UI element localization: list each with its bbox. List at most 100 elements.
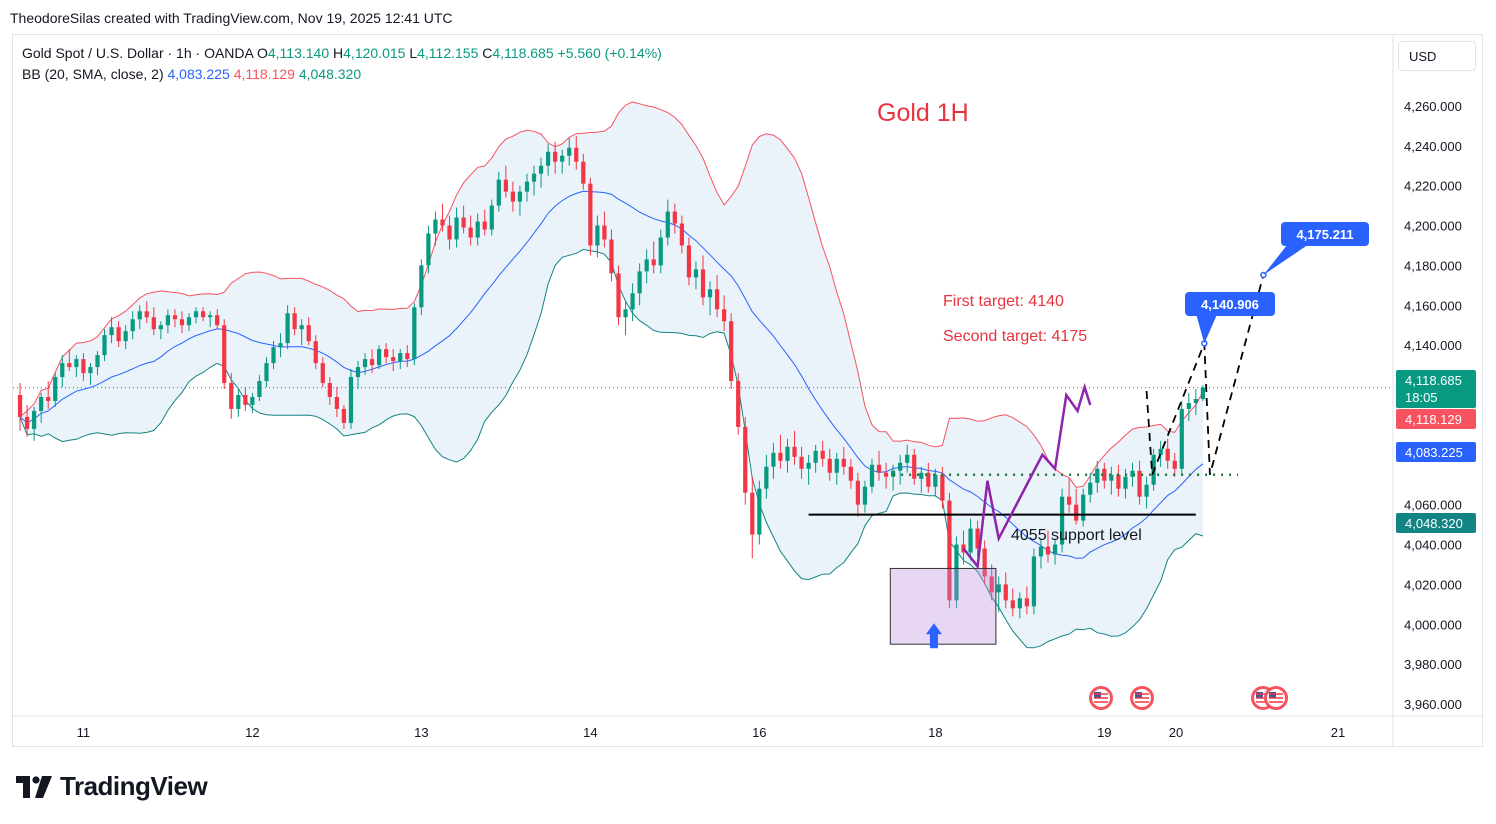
candle-body — [623, 309, 628, 318]
candle-body — [1045, 546, 1051, 555]
candle-body — [334, 396, 339, 409]
candle-body — [377, 349, 382, 366]
candle-body — [299, 325, 304, 330]
candle-body — [560, 155, 565, 162]
candle-body — [67, 363, 72, 368]
chart-title: Gold 1H — [877, 99, 969, 127]
candle-body — [820, 450, 825, 459]
indicator-name[interactable]: BB (20, SMA, close, 2) — [22, 66, 164, 82]
candle-body — [919, 472, 924, 479]
price-tag-label: 4,048.320 — [1405, 516, 1463, 531]
candle-body — [574, 147, 579, 162]
candle-body — [384, 349, 389, 358]
candle-body — [510, 191, 516, 202]
candle-body — [412, 307, 417, 360]
target-bubble-2-pointer — [1263, 240, 1315, 275]
candle-body — [545, 151, 551, 166]
candle-body — [827, 458, 832, 473]
candle-body — [722, 309, 727, 322]
candle-body — [1179, 408, 1184, 469]
event-icon-canton — [1094, 692, 1101, 698]
candle-body — [74, 359, 79, 368]
candle-body — [292, 313, 297, 330]
candle-body — [447, 225, 452, 240]
candle-body — [954, 544, 959, 601]
candle-body — [454, 217, 459, 240]
brand-name: TradingView — [60, 771, 208, 801]
candle-body — [581, 161, 586, 184]
close-value: 4,118.685 — [492, 45, 554, 61]
first-target-label: First target: 4140 — [943, 293, 1064, 310]
candle-body — [567, 147, 572, 156]
price-tick-label: 3,980.000 — [1404, 657, 1462, 672]
candle-body — [588, 183, 593, 246]
candle-body — [1116, 474, 1121, 489]
candle-body — [32, 410, 37, 429]
candle-body — [1017, 598, 1022, 609]
price-tag-bb-upper — [1396, 409, 1476, 429]
symbol-name[interactable]: Gold Spot / U.S. Dollar · 1h · OANDA — [22, 45, 254, 61]
symbol-legend: Gold Spot / U.S. Dollar · 1h · OANDA O4,… — [22, 45, 662, 61]
candle-body — [743, 426, 748, 493]
candle-body — [461, 217, 466, 228]
candle-body — [1024, 598, 1029, 607]
candle-body — [193, 311, 199, 318]
close-label: C — [482, 45, 493, 61]
candle-body — [440, 219, 445, 226]
candle-body — [419, 265, 424, 308]
candle-body — [1109, 474, 1114, 481]
candle-body — [926, 472, 931, 487]
candle-body — [88, 367, 93, 374]
indicator-legend: BB (20, SMA, close, 2) 4,083.225 4,118.1… — [22, 66, 361, 82]
highlight-box — [889, 567, 997, 645]
candle-body — [405, 353, 410, 360]
candle-body — [1052, 544, 1058, 555]
candle-body — [1165, 448, 1170, 461]
target-bubble-1-pointer — [1195, 310, 1219, 344]
candle-body — [679, 223, 684, 246]
candle-body — [616, 273, 621, 318]
us-flag-event-icon — [1264, 686, 1288, 710]
candle-body — [785, 446, 790, 461]
candle-body — [39, 396, 44, 411]
candle-body — [1172, 460, 1177, 469]
support-level-label: 4055 support level — [1011, 527, 1142, 544]
bb-lower-value: 4,048.320 — [298, 66, 362, 82]
candle-body — [813, 450, 818, 463]
low-label: L — [409, 45, 418, 61]
candle-body — [123, 331, 128, 342]
candle-body — [1003, 584, 1008, 601]
candle-body — [362, 359, 368, 368]
candle-body — [1193, 398, 1198, 403]
target-bubble-2-label: 4,175.211 — [1296, 227, 1353, 242]
candle-body — [757, 488, 762, 535]
price-tick-label: 4,140.000 — [1404, 338, 1462, 353]
candle-body — [1081, 494, 1086, 521]
buy-arrow-icon — [925, 623, 942, 649]
candle-body — [229, 383, 234, 409]
time-tick-label: 18 — [928, 725, 942, 740]
candle-body — [876, 464, 882, 473]
candle-body — [602, 225, 607, 240]
time-tick-label: 16 — [752, 725, 766, 740]
candle-body — [764, 466, 769, 489]
candle-body — [355, 367, 361, 378]
change-value: +5.560 (+0.14%) — [557, 45, 662, 61]
candle-body — [729, 321, 734, 382]
candle-body — [1144, 484, 1149, 497]
price-tick-label: 4,040.000 — [1404, 538, 1462, 553]
candle-body — [975, 528, 980, 549]
candle-body — [982, 548, 987, 577]
candle-body — [771, 452, 776, 467]
candle-body — [848, 466, 853, 481]
candle-body — [172, 315, 178, 320]
currency-button[interactable]: USD — [1398, 41, 1476, 71]
candle-body — [538, 165, 544, 174]
price-tag-bb-lower — [1396, 513, 1476, 533]
candle-body — [130, 319, 135, 332]
brand-footer[interactable]: TradingView — [16, 771, 208, 802]
price-tag-label: 4,118.129 — [1405, 412, 1462, 427]
candle-body — [482, 221, 487, 230]
candle-body — [1088, 482, 1093, 495]
